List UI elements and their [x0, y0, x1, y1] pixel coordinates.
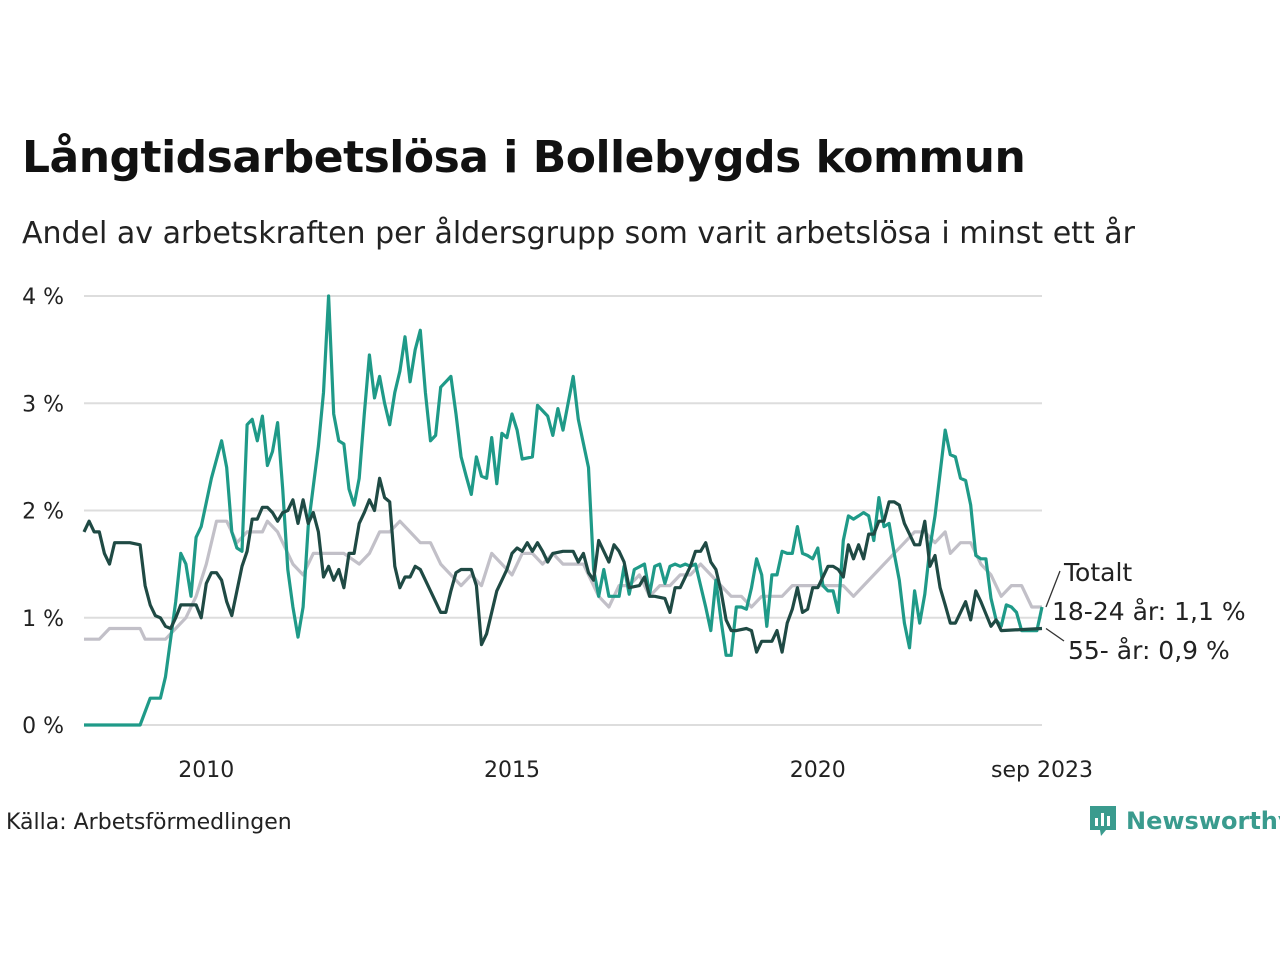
grid-lines: [84, 295, 1042, 726]
series-end-label: 18-24 år: 1,1 %: [1052, 597, 1246, 626]
newsworthy-logo: Newsworthy: [1088, 804, 1280, 838]
x-tick-label: 2020: [790, 758, 846, 783]
series-end-label: Totalt: [1063, 558, 1132, 587]
y-tick-label: 3 %: [22, 392, 64, 417]
x-tick-label: sep 2023: [991, 758, 1093, 783]
y-axis-ticks: 0 % 1 % 2 % 3 % 4 %: [22, 285, 64, 739]
source-note: Källa: Arbetsförmedlingen: [6, 810, 292, 835]
y-tick-label: 2 %: [22, 500, 64, 525]
series-end-label: 55- år: 0,9 %: [1068, 636, 1230, 665]
series-labels: Totalt 18-24 år: 1,1 % 55- år: 0,9 %: [1045, 558, 1246, 665]
newsworthy-logo-text: Newsworthy: [1126, 807, 1280, 835]
y-tick-label: 0 %: [22, 714, 64, 739]
line-chart: 0 % 1 % 2 % 3 % 4 % 2010 2015 2020 sep 2023 Tot…: [22, 285, 1246, 783]
x-tick-label: 2010: [178, 758, 234, 783]
series-lines: [82, 294, 1044, 727]
x-axis-ticks: 2010 2015 2020 sep 2023: [178, 758, 1093, 783]
series-line-2: [82, 476, 1043, 654]
x-tick-label: 2015: [484, 758, 540, 783]
y-tick-label: 1 %: [22, 607, 64, 632]
chart-subtitle: Andel av arbetskraften per åldersgrupp s…: [22, 216, 1135, 251]
series-line-1: [84, 294, 1044, 727]
label-leader-line: [1045, 570, 1061, 608]
label-leader-line: [1045, 627, 1065, 642]
newsworthy-logo-icon: [1090, 806, 1116, 836]
y-tick-label: 4 %: [22, 285, 64, 310]
chart-title: Långtidsarbetslösa i Bollebygds kommun: [22, 132, 1026, 183]
